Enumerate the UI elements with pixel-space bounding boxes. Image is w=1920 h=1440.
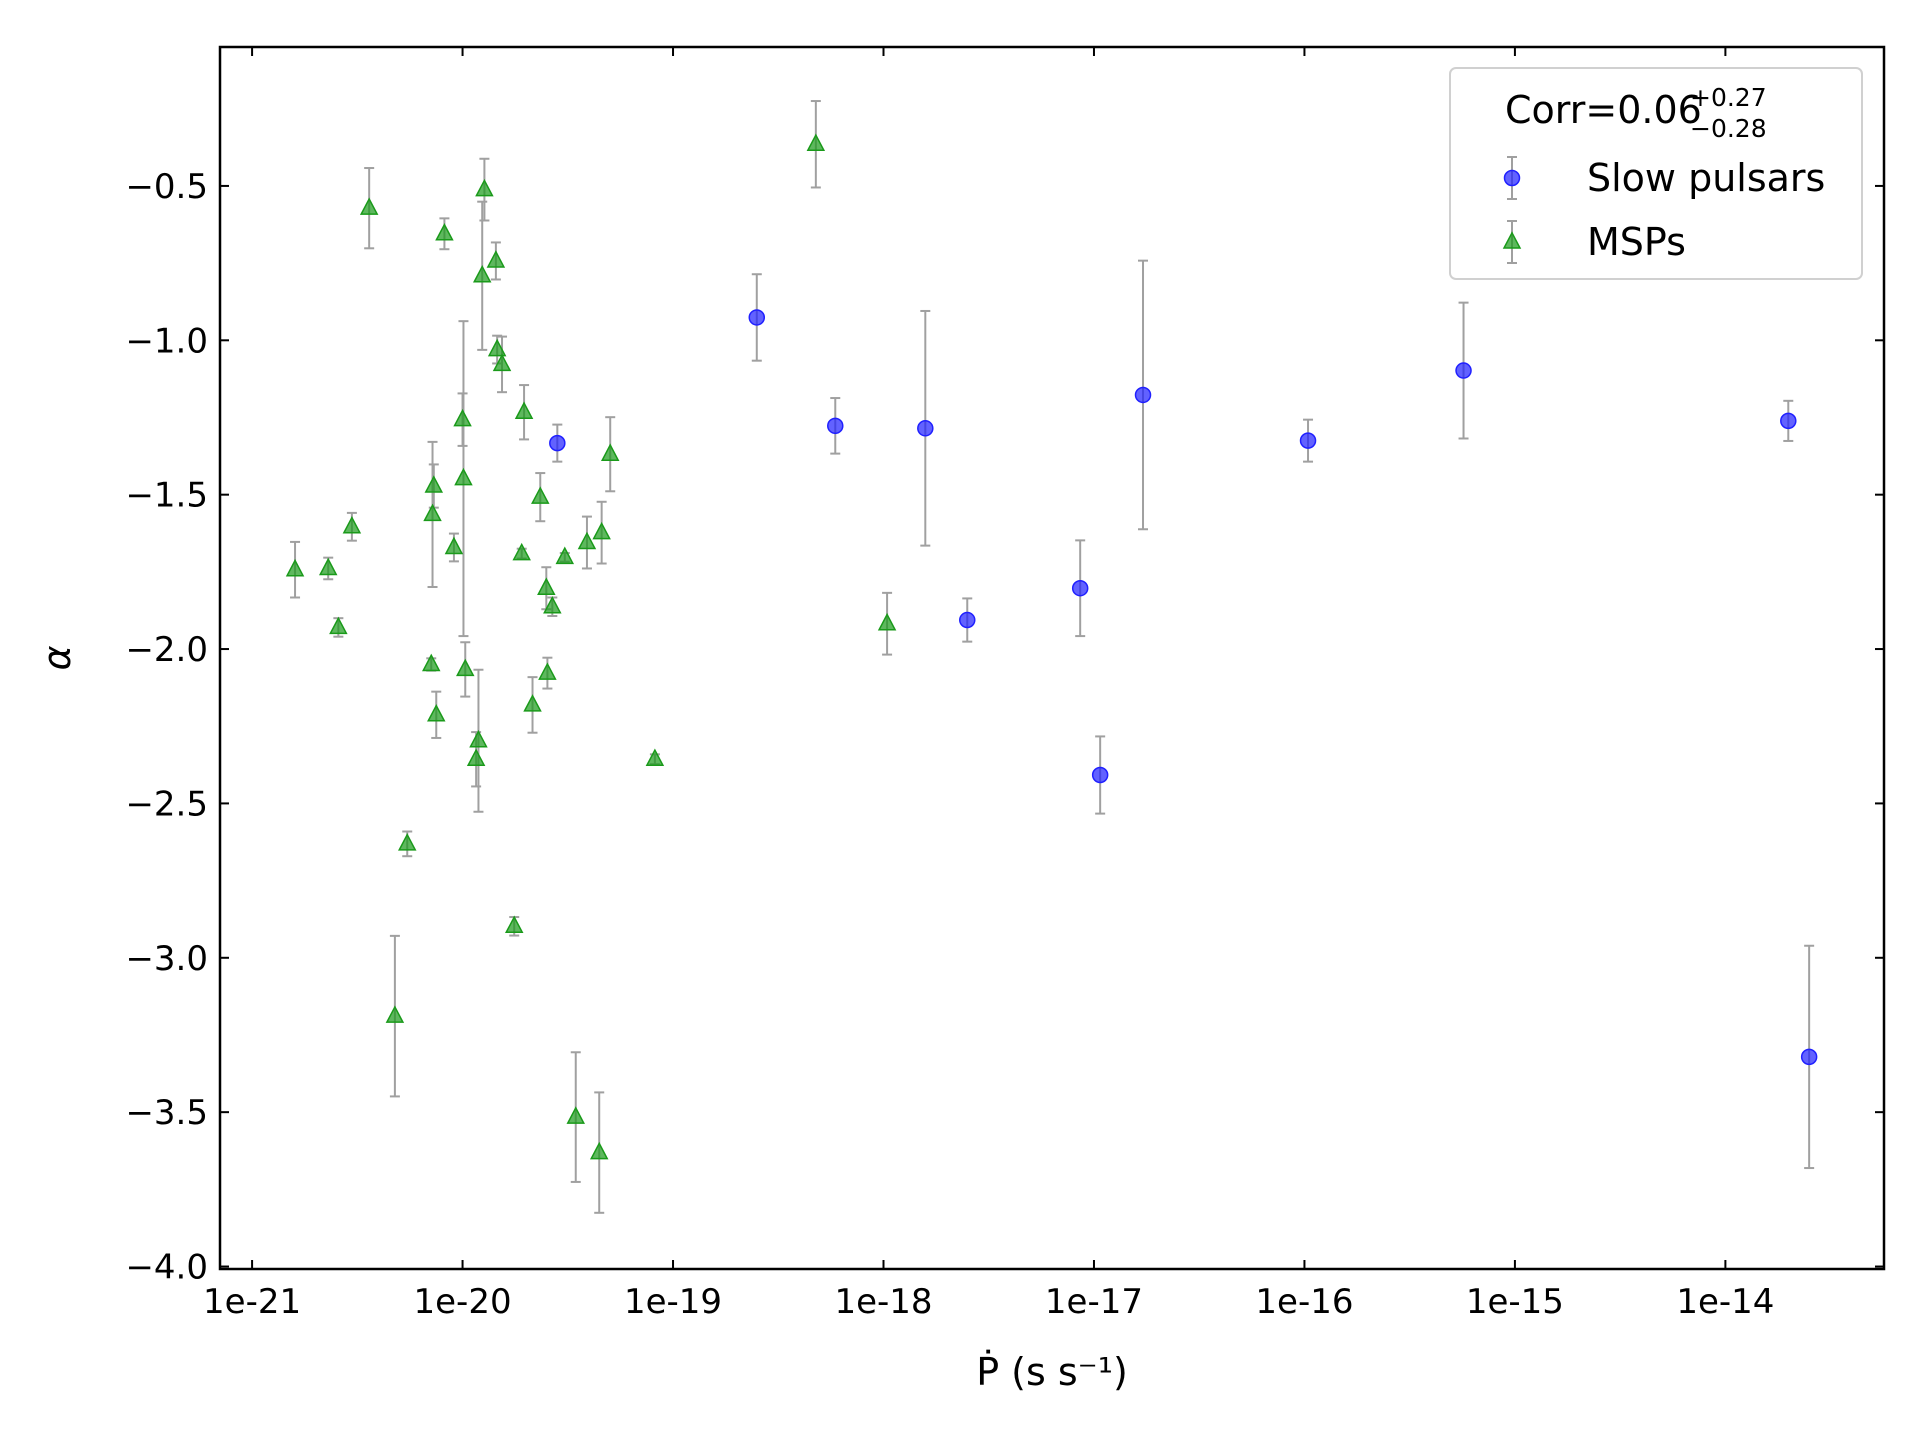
y-tick-label: −3.0 xyxy=(125,939,208,979)
data-point xyxy=(342,515,362,534)
data-point xyxy=(472,264,492,283)
data-point xyxy=(486,250,506,268)
data-point xyxy=(512,542,531,561)
data-point xyxy=(523,694,542,712)
data-point xyxy=(385,1005,405,1023)
data-point xyxy=(397,833,417,851)
data-point xyxy=(1780,412,1797,430)
data-point xyxy=(456,658,475,677)
data-point xyxy=(1455,362,1472,379)
data-point xyxy=(1071,579,1089,597)
data-point xyxy=(600,443,620,461)
y-tick-label: −1.0 xyxy=(125,321,208,361)
data-point xyxy=(422,653,441,672)
x-tick-label: 1e-17 xyxy=(1045,1282,1143,1322)
legend-marker xyxy=(1503,169,1521,187)
legend: Corr=0.06+0.27−0.28 Slow pulsars MSPs xyxy=(1449,67,1863,280)
data-point xyxy=(566,1106,585,1124)
data-point xyxy=(475,178,494,197)
data-point xyxy=(1299,432,1317,449)
x-tick-label: 1e-19 xyxy=(624,1282,722,1322)
data-point xyxy=(318,557,338,576)
y-axis-label: α xyxy=(35,645,79,670)
legend-label: Slow pulsars xyxy=(1587,156,1825,200)
data-point xyxy=(877,612,897,631)
x-tick-label: 1e-21 xyxy=(203,1282,301,1322)
x-tick-label: 1e-18 xyxy=(834,1282,932,1322)
data-point xyxy=(454,467,473,486)
plot-frame xyxy=(218,45,1886,1271)
data-point xyxy=(806,133,826,152)
legend-label: MSPs xyxy=(1587,220,1686,264)
y-tick-label: −1.5 xyxy=(125,476,208,516)
data-point xyxy=(1134,386,1152,404)
x-axis-label: Ṗ (s s⁻¹) xyxy=(976,1350,1128,1394)
data-point xyxy=(917,420,934,437)
data-point xyxy=(444,536,464,555)
data-point xyxy=(359,197,379,215)
data-point xyxy=(424,475,444,493)
data-point xyxy=(453,408,472,427)
legend-title-sup: +0.27 xyxy=(1690,83,1767,112)
data-point xyxy=(514,401,534,419)
data-point xyxy=(555,546,575,565)
data-point xyxy=(748,309,766,326)
y-tick-label: −4.0 xyxy=(125,1248,208,1288)
data-point xyxy=(549,434,566,452)
data-point xyxy=(537,577,556,595)
data-point xyxy=(466,748,486,767)
data-point xyxy=(827,417,844,435)
legend-frame xyxy=(1449,67,1863,280)
data-point xyxy=(504,915,524,934)
y-tick-label: −2.0 xyxy=(125,630,208,670)
data-point xyxy=(427,703,446,722)
data-point xyxy=(435,222,454,241)
y-tick-label: −3.5 xyxy=(125,1093,208,1133)
data-point xyxy=(645,748,665,767)
data-point xyxy=(285,558,305,577)
legend-marker xyxy=(1502,231,1522,249)
legend-title-sub: −0.28 xyxy=(1690,114,1767,143)
data-point xyxy=(538,662,557,680)
x-tick-label: 1e-16 xyxy=(1255,1282,1353,1322)
data-point xyxy=(1091,766,1109,784)
data-point xyxy=(329,616,348,635)
data-point xyxy=(592,521,611,540)
data-point xyxy=(577,531,597,550)
data-point xyxy=(469,729,488,748)
x-tick-label: 1e-15 xyxy=(1466,1282,1564,1322)
x-tick-label: 1e-20 xyxy=(414,1282,512,1322)
y-tick-label: −2.5 xyxy=(125,784,208,824)
y-tick-label: −0.5 xyxy=(125,167,208,207)
data-point xyxy=(543,595,562,614)
data-point xyxy=(492,353,512,372)
x-tick-label: 1e-14 xyxy=(1676,1282,1774,1322)
data-point xyxy=(487,338,507,357)
data-point xyxy=(589,1141,609,1160)
data-point xyxy=(423,503,442,522)
data-point xyxy=(959,611,976,629)
data-point xyxy=(531,486,550,504)
legend-title: Corr=0.06 xyxy=(1505,88,1702,132)
data-point xyxy=(1800,1048,1818,1066)
